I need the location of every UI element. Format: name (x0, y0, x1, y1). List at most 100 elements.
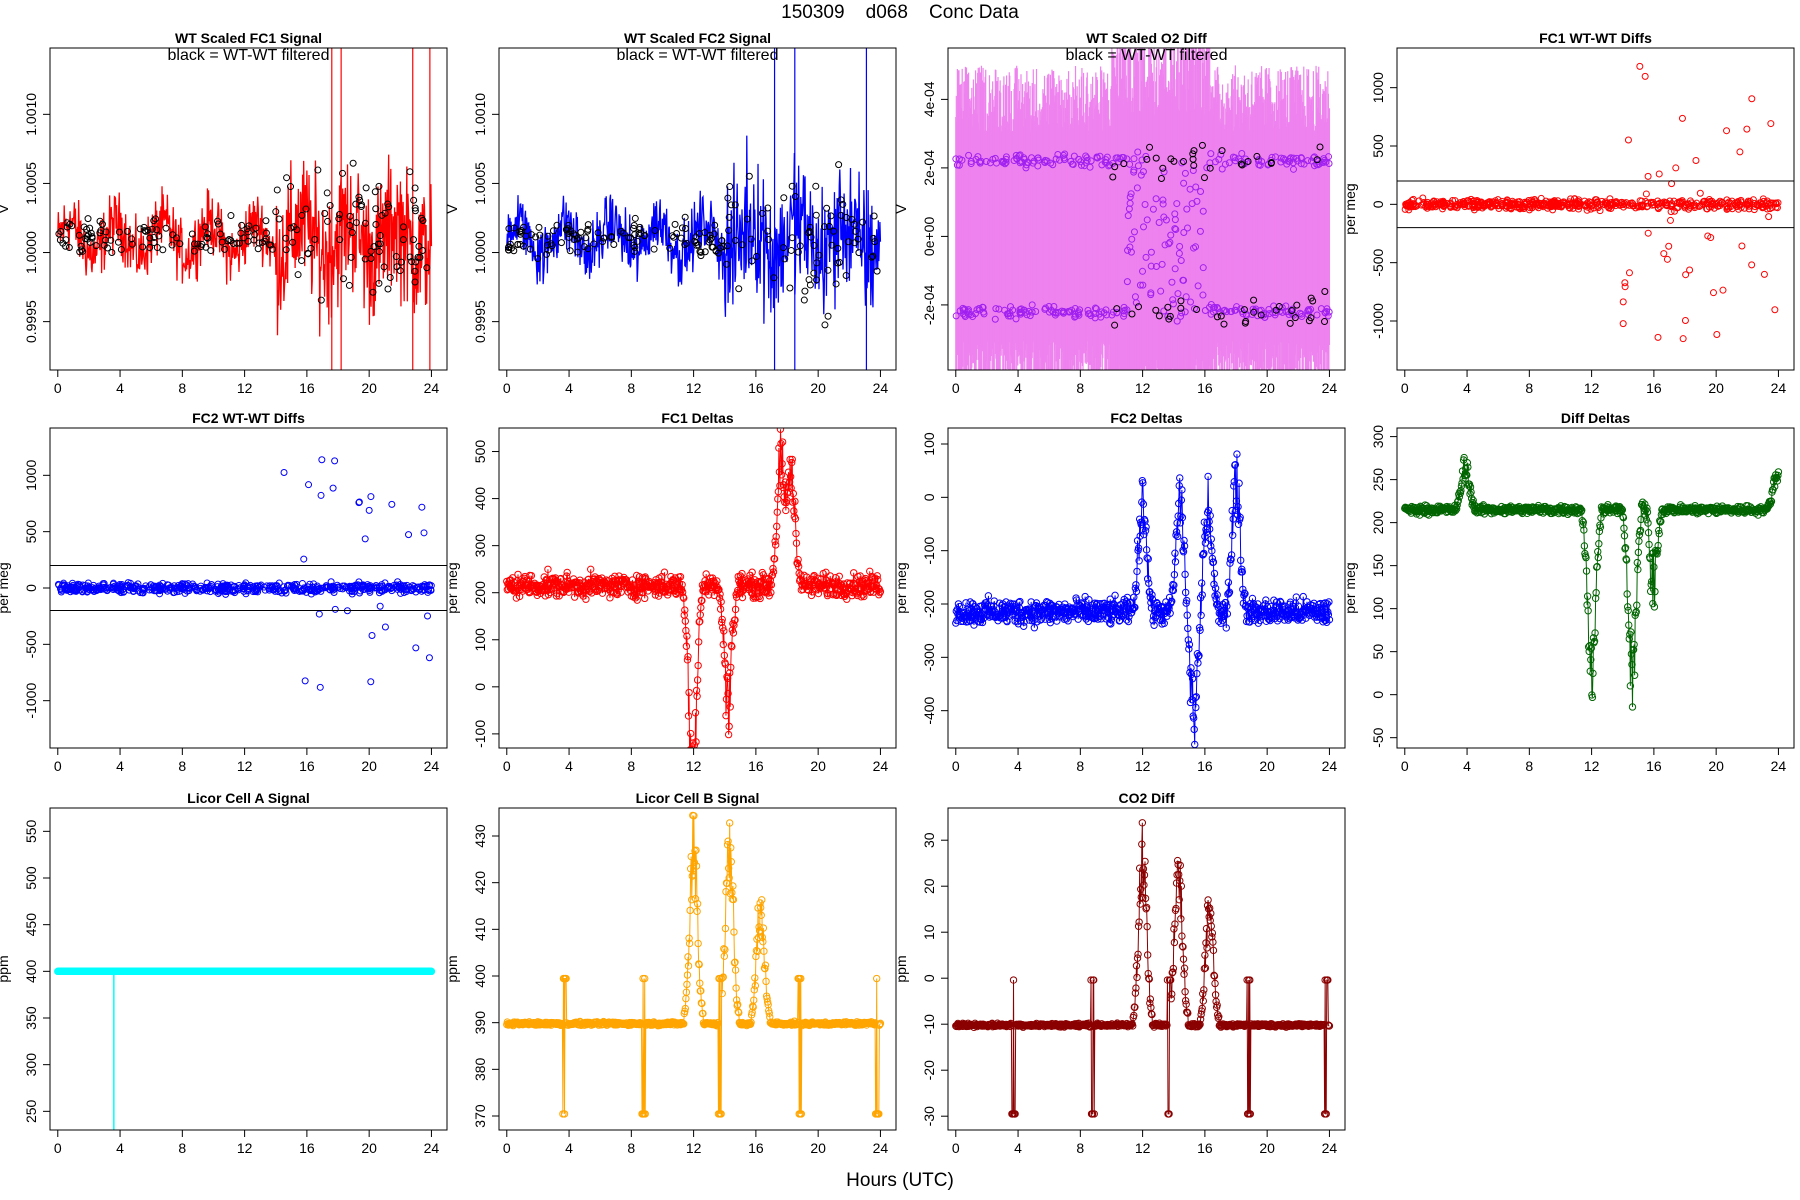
diff-point (1691, 202, 1699, 210)
diff-point (1052, 155, 1060, 163)
diff-point (1131, 293, 1139, 301)
delta-point (685, 688, 693, 697)
diff-point (1745, 202, 1753, 210)
filtered-point (80, 223, 88, 231)
diff-point (1098, 161, 1106, 169)
panel-title: WT Scaled FC2 Signal (624, 30, 771, 46)
filtered-point (423, 264, 431, 272)
delta-point (1180, 542, 1189, 550)
filtered-point (1305, 317, 1313, 325)
delta-point (1207, 542, 1215, 550)
diff-point (977, 157, 985, 165)
delta-point (1223, 602, 1231, 610)
diff-point (1168, 278, 1176, 286)
delta-point (1463, 458, 1472, 467)
filtered-point (282, 234, 290, 242)
filtered-point (399, 223, 407, 231)
diff-point (1225, 159, 1233, 167)
diff-point (334, 583, 342, 591)
x-tick-label: 24 (873, 380, 889, 396)
filtered-point (724, 194, 732, 202)
diff-point (317, 491, 325, 499)
y-tick-label: 0 (921, 493, 937, 501)
delta-point (719, 624, 727, 632)
filtered-point (650, 245, 658, 253)
diff-point (386, 582, 394, 590)
diff-point (1769, 199, 1777, 207)
delta-point (587, 565, 595, 574)
delta-point (1578, 506, 1586, 514)
diff-point (1172, 226, 1180, 234)
diff-point (1194, 282, 1202, 290)
delta-point (1653, 546, 1662, 555)
diff-point (1451, 197, 1459, 205)
delta-point (1131, 603, 1139, 612)
filtered-point (1152, 306, 1160, 314)
delta-point (1225, 588, 1234, 596)
diff-point (1128, 235, 1136, 243)
filtered-point (1218, 147, 1226, 155)
diff-point (1160, 307, 1168, 315)
diff-point (1177, 312, 1185, 320)
filtered-point (828, 241, 836, 249)
filtered-point (335, 210, 343, 218)
diff-point (959, 304, 967, 312)
diff-point (1679, 335, 1687, 343)
delta-point (1627, 628, 1635, 636)
filtered-point (510, 224, 518, 232)
delta-point (792, 539, 801, 547)
filtered-point (83, 225, 91, 233)
diff-point (1672, 164, 1680, 172)
diff-point (403, 581, 411, 589)
filtered-point (855, 249, 863, 257)
delta-point (1226, 559, 1234, 567)
delta-point (1202, 525, 1210, 534)
diff-point (425, 654, 433, 662)
diff-point (1158, 260, 1166, 268)
diff-point (1313, 311, 1321, 319)
filtered-point (813, 276, 821, 284)
diff-point (1155, 218, 1163, 226)
diff-point (1619, 320, 1627, 328)
y-tick-label: 0 (1370, 200, 1386, 208)
panel-p1: WT Scaled FC1 Signal V 0 4 8 12 16 20 24 0.9995 1.… (0, 30, 448, 396)
diff-point (228, 587, 236, 595)
diff-point (1322, 307, 1330, 315)
filtered-point (709, 243, 717, 251)
diff-point (1286, 157, 1294, 165)
diff-point (1120, 307, 1128, 315)
diff-point (1126, 243, 1134, 251)
filtered-point (584, 221, 592, 229)
delta-point (1168, 597, 1176, 606)
diff-point (965, 151, 973, 159)
diff-point (1140, 223, 1148, 231)
x-tick-label: 8 (178, 380, 186, 396)
delta-point (1637, 515, 1645, 524)
filtered-point (1198, 141, 1206, 149)
delta-point (721, 660, 730, 668)
delta-point (1145, 579, 1153, 587)
y-tick-label: 0e+00 (921, 217, 937, 257)
diff-point (1139, 168, 1147, 176)
filtered-point (384, 200, 392, 208)
filtered-point (203, 234, 211, 242)
x-tick-label: 4 (1463, 380, 1471, 396)
filtered-point (735, 285, 743, 293)
delta-point (1619, 513, 1628, 522)
diff-point (236, 584, 244, 592)
delta-point (814, 589, 823, 598)
diff-point (1750, 206, 1758, 214)
delta-point (1579, 518, 1588, 526)
filtered-point (136, 225, 144, 233)
filtered-point (633, 237, 641, 245)
series-p5 (54, 456, 435, 691)
x-tick-label: 8 (627, 380, 635, 396)
filtered-point (835, 258, 843, 266)
delta-point (792, 529, 800, 538)
panel-annotation: black = WT-WT filtered (168, 47, 330, 64)
delta-point (1634, 548, 1643, 557)
filtered-point (142, 227, 150, 235)
delta-point (802, 573, 811, 581)
delta-point (1627, 650, 1636, 658)
diff-point (416, 585, 424, 593)
